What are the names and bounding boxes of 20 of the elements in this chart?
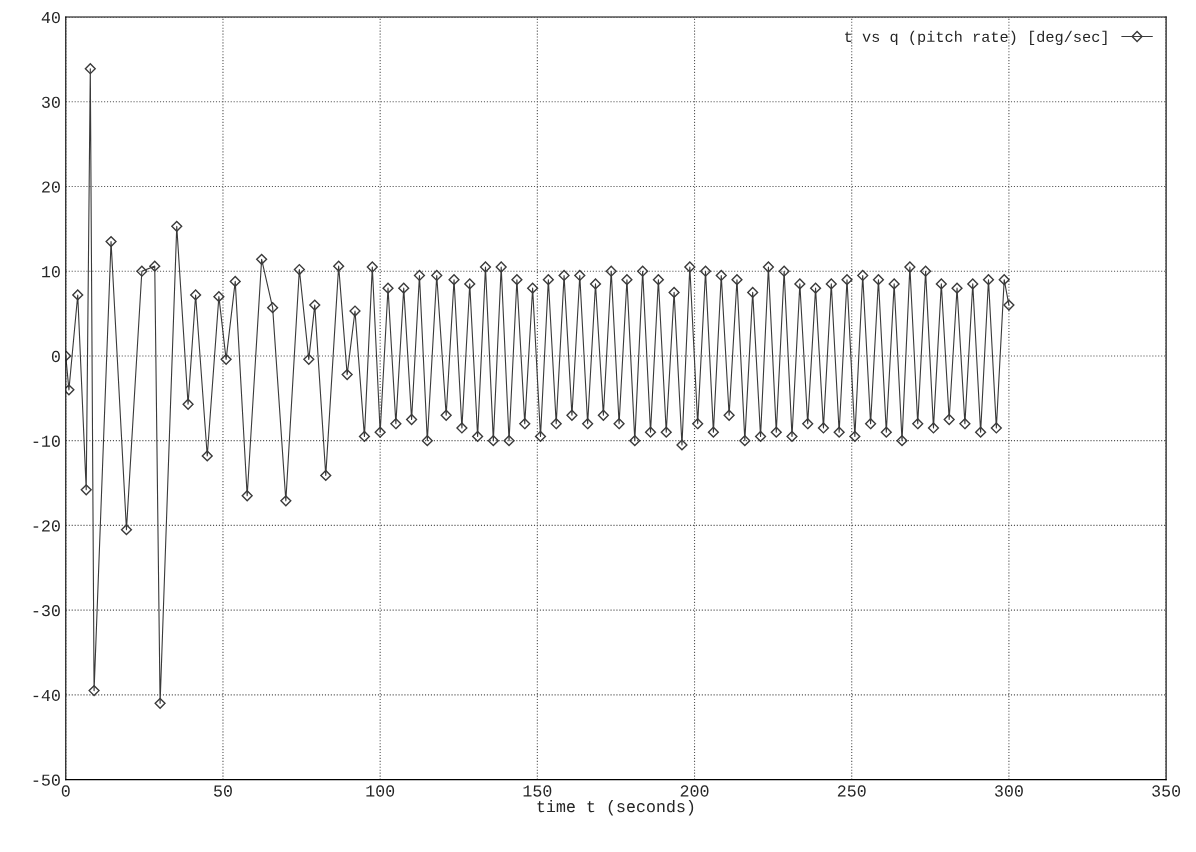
y-tick-label: 0 [51, 350, 60, 363]
y-tick-label: -50 [33, 774, 60, 786]
y-tick-label: -40 [33, 689, 60, 702]
y-tick-label: -20 [33, 520, 60, 532]
y-tick-label: 20 [42, 181, 60, 193]
y-tick-label: 40 [41, 11, 60, 24]
x-tick-label: 100 [366, 785, 395, 797]
y-tick-label: 10 [42, 266, 60, 278]
x-tick-label: 300 [994, 785, 1023, 797]
y-tick-label: -10 [33, 435, 60, 447]
x-tick-label: 50 [214, 785, 232, 797]
x-tick-label: 250 [837, 785, 866, 797]
legend-label: t vs q (pitch rate) [deg/sec] [845, 30, 1107, 46]
x-tick-label: 350 [1152, 785, 1181, 797]
x-axis-title: time t (seconds) [537, 799, 694, 816]
x-tick-label: 150 [523, 785, 552, 797]
x-tick-label: 0 [61, 785, 70, 797]
x-tick-label: 200 [680, 785, 709, 797]
y-tick-label: -30 [33, 605, 60, 617]
y-tick-label: 30 [41, 96, 60, 108]
